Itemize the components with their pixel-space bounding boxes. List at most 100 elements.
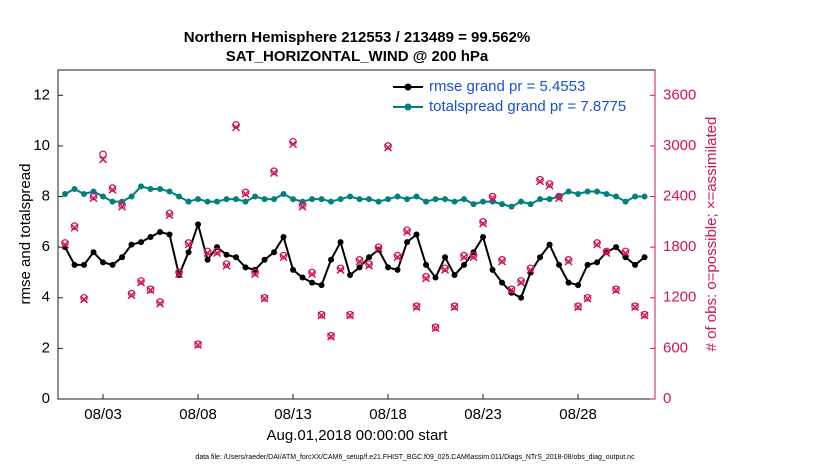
data-point (233, 196, 240, 203)
data-point (166, 231, 173, 238)
data-point (404, 239, 411, 246)
data-point (175, 270, 184, 279)
data-point (318, 196, 325, 203)
data-point (204, 256, 211, 263)
data-point (640, 310, 649, 319)
data-point (176, 193, 183, 200)
data-point (347, 271, 354, 278)
data-point (365, 260, 373, 268)
data-point (128, 193, 135, 200)
data-point (565, 279, 572, 286)
data-point (280, 191, 287, 198)
data-point (156, 298, 164, 306)
data-point (109, 198, 116, 205)
y-tick-label: 8 (42, 188, 50, 205)
data-point (119, 254, 126, 261)
data-point (641, 193, 648, 200)
data-point (498, 257, 507, 266)
footnote: data file: /Users/raeder/DAI/ATM_forcXX/… (195, 454, 635, 461)
data-point (575, 191, 582, 198)
data-point (442, 254, 449, 261)
data-point (385, 264, 392, 271)
data-point (413, 193, 420, 200)
y-tick-label: 10 (33, 137, 50, 154)
data-point (442, 196, 449, 203)
data-point (100, 193, 107, 200)
data-point (223, 251, 230, 258)
data-point (536, 175, 544, 184)
data-point (489, 266, 496, 273)
data-point (318, 282, 325, 289)
data-point (184, 239, 193, 247)
data-point (450, 302, 459, 311)
data-point (422, 272, 430, 281)
data-point (575, 282, 582, 289)
data-point (461, 261, 468, 268)
data-point (328, 256, 335, 263)
data-point (640, 311, 649, 320)
x-tick-label: 08/23 (464, 406, 502, 423)
data-point (165, 211, 174, 220)
data-point (384, 142, 392, 150)
data-point (270, 167, 278, 176)
x-tick-label: 08/13 (274, 406, 312, 423)
data-point (317, 311, 326, 320)
data-point (593, 239, 601, 247)
data-point (574, 303, 583, 312)
data-point (99, 150, 107, 159)
data-point (583, 293, 592, 302)
x-tick-label: 08/03 (84, 406, 122, 423)
data-point (441, 264, 449, 273)
data-point (394, 193, 401, 200)
data-point (537, 254, 544, 261)
data-point (621, 247, 630, 256)
data-point (128, 241, 135, 248)
data-point (336, 265, 345, 274)
data-point (166, 188, 173, 195)
data-point (252, 193, 259, 200)
data-point (99, 155, 108, 164)
data-point (527, 201, 534, 208)
data-point (393, 251, 402, 260)
data-point (175, 268, 183, 277)
data-point (602, 247, 611, 256)
y-tick-label: 0 (42, 390, 50, 407)
data-point (80, 293, 88, 302)
chart-subtitle: SAT_HORIZONTAL_WIND @ 200 hPa (226, 48, 489, 65)
data-point (555, 194, 564, 203)
data-point (147, 234, 154, 241)
data-point (603, 191, 610, 198)
data-point (451, 198, 458, 205)
data-point (517, 278, 526, 287)
data-point (185, 198, 192, 205)
data-point (546, 196, 553, 203)
data-point (138, 239, 145, 246)
data-point (118, 202, 127, 211)
data-point (232, 123, 241, 132)
data-point (327, 332, 336, 341)
data-point (157, 228, 164, 235)
data-point (260, 294, 269, 303)
data-point (460, 251, 468, 260)
data-point (71, 185, 78, 192)
data-point (61, 239, 69, 247)
data-point (70, 222, 79, 230)
data-point (60, 240, 70, 249)
data-point (242, 198, 249, 205)
data-point (574, 302, 582, 311)
data-point (412, 302, 421, 311)
data-point (336, 264, 345, 273)
data-point (537, 196, 544, 203)
data-point (185, 249, 192, 256)
data-point (337, 196, 344, 203)
data-point (507, 286, 516, 295)
data-point (564, 256, 573, 264)
data-point (432, 196, 439, 203)
data-point (309, 196, 316, 203)
data-point (565, 188, 572, 195)
y-tick-label: 2 (42, 339, 50, 356)
legend-label: totalspread grand pr = 7.8775 (429, 98, 626, 115)
data-point (423, 198, 430, 205)
y-tick-label: 6 (42, 238, 50, 255)
